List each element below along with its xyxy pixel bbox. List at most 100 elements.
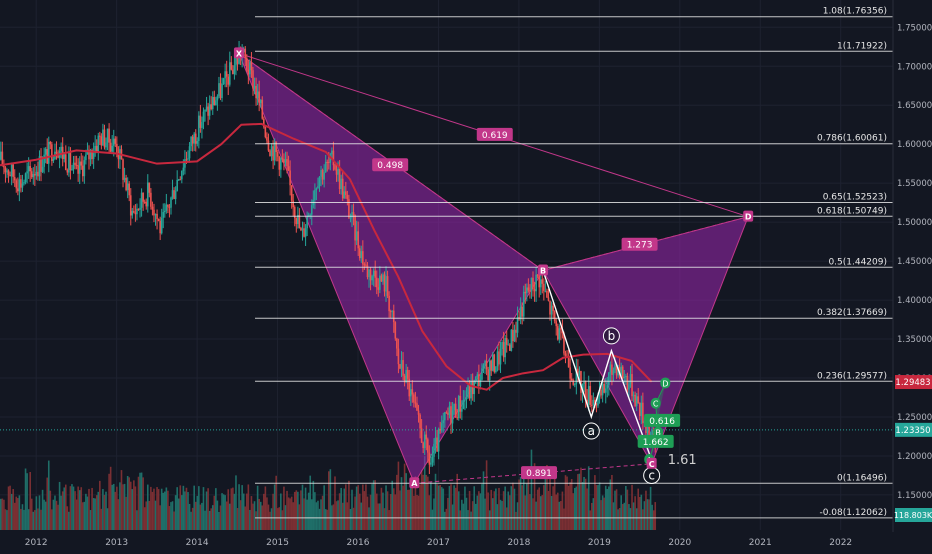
pattern-ratio-box-3[interactable] (521, 466, 558, 480)
volume-bar (7, 486, 10, 530)
candle-body (332, 150, 335, 166)
volume-bar (208, 510, 211, 530)
pattern-point-B[interactable] (538, 264, 549, 276)
candle-body (207, 106, 209, 116)
candle-body (218, 83, 220, 97)
volume-bar (516, 502, 519, 530)
candle-body (37, 171, 39, 177)
volume-bar (221, 493, 223, 530)
volume-bar (363, 491, 366, 530)
candle-body (162, 212, 165, 218)
pattern-point-C[interactable] (646, 457, 657, 469)
candle-body (544, 290, 547, 292)
volume-bar (637, 488, 640, 530)
volume-bar (491, 498, 494, 530)
candle-body (399, 364, 401, 369)
candle-body (516, 316, 519, 333)
pattern-point-A[interactable] (409, 477, 420, 489)
candle-body (250, 62, 253, 71)
volume-bar (207, 488, 209, 530)
wave-circle-b[interactable] (602, 327, 620, 345)
volume-bar (422, 474, 424, 530)
volume-bar (287, 497, 290, 530)
pattern-ratio-box-0[interactable] (476, 127, 513, 141)
candle-body (201, 122, 203, 128)
volume-bar (264, 486, 267, 530)
volume-bar (428, 495, 431, 530)
candle-body (591, 404, 593, 406)
candle-body (493, 354, 496, 373)
volume-bar (454, 487, 457, 530)
candle-body (40, 156, 42, 172)
volume-bar (82, 502, 84, 530)
candle-body (156, 213, 158, 220)
volume-bar (524, 495, 527, 530)
abcd-point-C[interactable] (650, 397, 661, 409)
volume-bar (105, 491, 107, 530)
candle-body (502, 342, 505, 358)
wave-circle-a[interactable] (582, 422, 600, 440)
abcd-point-D[interactable] (660, 377, 671, 389)
wave-circle-label-a: a (588, 424, 595, 438)
price-axis-panel[interactable] (893, 0, 932, 550)
volume-bar (315, 502, 318, 530)
pattern-ratio-box-2[interactable] (621, 237, 658, 251)
candle-body (411, 389, 414, 395)
candle-body (230, 62, 233, 70)
candle-body (43, 154, 45, 167)
volume-bar (317, 500, 319, 530)
pattern-line-xb[interactable] (238, 52, 544, 271)
abcd-ratio-box-1[interactable] (637, 434, 674, 448)
pattern-point-D[interactable] (743, 210, 754, 222)
time-axis-panel[interactable] (0, 532, 932, 550)
volume-bar (385, 485, 387, 530)
candle-body (570, 378, 573, 381)
pattern-label-layer[interactable]: X A B C D 0.619 0.498 1.273 0.891 (233, 47, 754, 489)
volume-bar (4, 509, 7, 530)
candle-body (315, 188, 318, 191)
volume-bar (543, 485, 545, 530)
candle-body (547, 297, 550, 301)
volume-bar (611, 474, 613, 530)
volume-bar (362, 484, 364, 530)
volume-bar (397, 461, 400, 530)
volume-bar (572, 493, 575, 530)
candle-body (1, 151, 4, 165)
candle-body (402, 360, 404, 376)
candle-body (400, 360, 403, 369)
volume-bar (578, 473, 581, 530)
fibonacci-layer[interactable]: 1.08(1.76356) 1(1.71922) 0.786(1.60061) 0.6… (0, 7, 893, 519)
candle-body (634, 394, 636, 406)
volume-bar (303, 498, 305, 530)
pattern-ratio-box-1[interactable] (372, 158, 409, 172)
candle-body (286, 159, 288, 167)
volume-bar (504, 486, 506, 530)
candle-body (556, 326, 559, 340)
volume-bar (447, 497, 449, 530)
volume-bar (292, 502, 295, 530)
candle-body (133, 211, 135, 213)
candle-body (539, 279, 542, 288)
volume-layer (0, 449, 657, 530)
abcd-ratio-box-0[interactable] (644, 413, 681, 427)
candle-body (589, 386, 592, 405)
candle-body (324, 161, 327, 173)
pattern-point-X[interactable] (233, 47, 244, 59)
abc-wave-line[interactable] (542, 270, 653, 461)
volume-bar (448, 486, 451, 530)
abcd-point-B[interactable] (653, 426, 664, 438)
volume-bar (439, 484, 441, 530)
candle-body (82, 165, 84, 177)
volume-bar (171, 501, 174, 530)
wave-extension-label: 1.61 (668, 453, 697, 468)
volume-bar (493, 491, 496, 530)
volume-bar (269, 511, 271, 530)
candle-body (628, 384, 630, 390)
volume-bar (437, 485, 440, 530)
time-tick-label-5: 2017 (427, 538, 450, 548)
candle-body (106, 128, 109, 143)
